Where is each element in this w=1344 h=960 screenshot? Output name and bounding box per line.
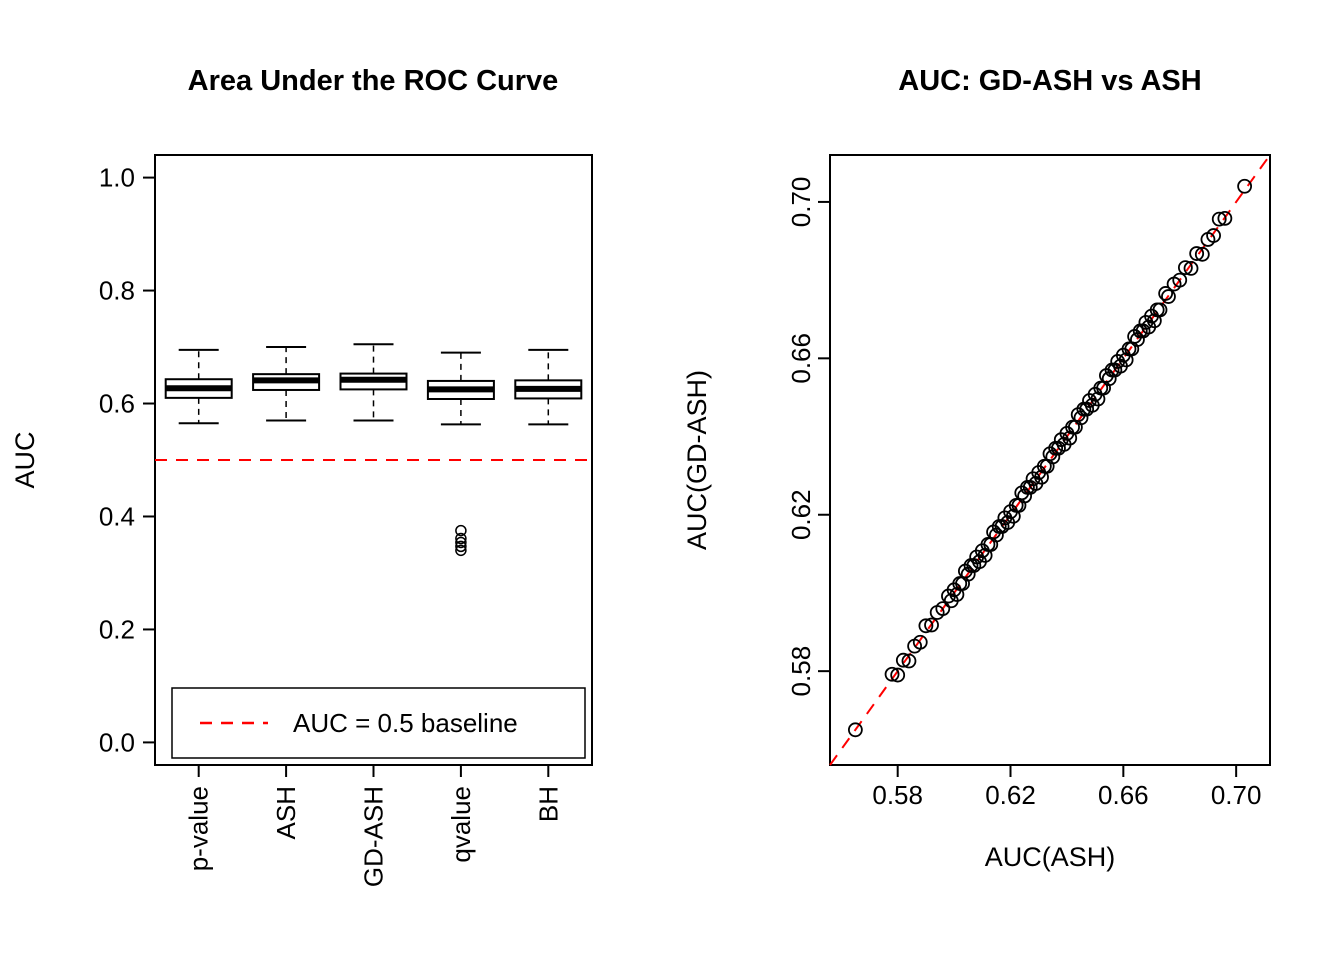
y-tick-label: 0.2 xyxy=(99,614,135,644)
x-tick-label: qvalue xyxy=(446,786,476,863)
x-tick-label: 0.58 xyxy=(872,780,923,810)
boxplot-title: Area Under the ROC Curve xyxy=(188,65,559,97)
boxplot-chart: Area Under the ROC Curve AUC 0.00.20.40.… xyxy=(10,65,593,887)
y-tick-label: 0.4 xyxy=(99,501,135,531)
scatter-point xyxy=(1189,246,1205,261)
scatter-point xyxy=(901,653,917,669)
x-tick-label: BH xyxy=(533,786,563,822)
y-tick-label: 1.0 xyxy=(99,163,135,193)
scatter-point xyxy=(847,722,863,738)
scatter-point xyxy=(895,652,911,668)
scatter-title: AUC: GD-ASH vs ASH xyxy=(898,65,1201,97)
y-tick-label: 0.70 xyxy=(786,177,816,228)
scatter-point xyxy=(1206,228,1221,243)
scatter-plot-area: 0.58 0.62 0.66 0.70 0.58 0.62 0.66 0.70 xyxy=(786,154,1271,810)
plot-border xyxy=(829,154,1271,766)
x-tick-label: ASH xyxy=(271,786,301,839)
outlier-point xyxy=(455,540,467,553)
y-tick-label: 0.58 xyxy=(786,646,816,697)
boxplot-plot-area: 0.0 0.2 0.4 0.6 0.8 1.0 p-value ASH GD-ASH qvalue… xyxy=(99,154,593,887)
scatter-point xyxy=(1211,211,1227,227)
legend-baseline-label: AUC = 0.5 baseline xyxy=(293,708,518,738)
scatter-point xyxy=(1183,260,1199,276)
scatter-point xyxy=(1194,246,1210,262)
scatter-point xyxy=(935,601,951,616)
scatter-point xyxy=(1237,178,1253,194)
boxplot-legend: AUC = 0.5 baseline xyxy=(171,687,586,759)
scatter-point xyxy=(1217,210,1233,226)
scatter-point xyxy=(884,666,900,682)
scatter-y-axis-title: AUC(GD-ASH) xyxy=(682,370,712,550)
scatter-x-axis-title: AUC(ASH) xyxy=(985,842,1116,872)
y-tick-label: 0.0 xyxy=(99,727,135,757)
y-tick-label: 0.6 xyxy=(99,389,135,419)
outlier-point xyxy=(455,524,467,537)
scatter-chart: AUC: GD-ASH vs ASH AUC(GD-ASH) AUC(ASH) … xyxy=(682,65,1271,872)
scatter-point xyxy=(1158,286,1174,301)
scatter-point xyxy=(1161,289,1176,304)
x-tick-label: 0.66 xyxy=(1098,780,1149,810)
y-tick-label: 0.8 xyxy=(99,276,135,306)
scatter-point xyxy=(1177,260,1193,276)
y-tick-label: 0.66 xyxy=(786,333,816,384)
scatter-point xyxy=(912,634,928,650)
scatter-point xyxy=(924,617,939,633)
x-tick-label: p-value xyxy=(184,786,214,871)
legend-border xyxy=(171,687,586,759)
y-tick-label: 0.62 xyxy=(786,489,816,540)
x-tick-label: 0.62 xyxy=(985,780,1036,810)
outlier-point xyxy=(455,536,467,549)
scatter-point xyxy=(890,667,906,683)
boxplot-y-axis-title: AUC xyxy=(10,431,40,488)
x-tick-label: 0.70 xyxy=(1211,780,1262,810)
x-tick-label: GD-ASH xyxy=(359,786,389,887)
scatter-point xyxy=(1152,302,1168,318)
outlier-point xyxy=(455,532,467,545)
scatter-point xyxy=(918,618,934,634)
scatter-point xyxy=(1172,272,1188,288)
outlier-point xyxy=(455,544,467,557)
